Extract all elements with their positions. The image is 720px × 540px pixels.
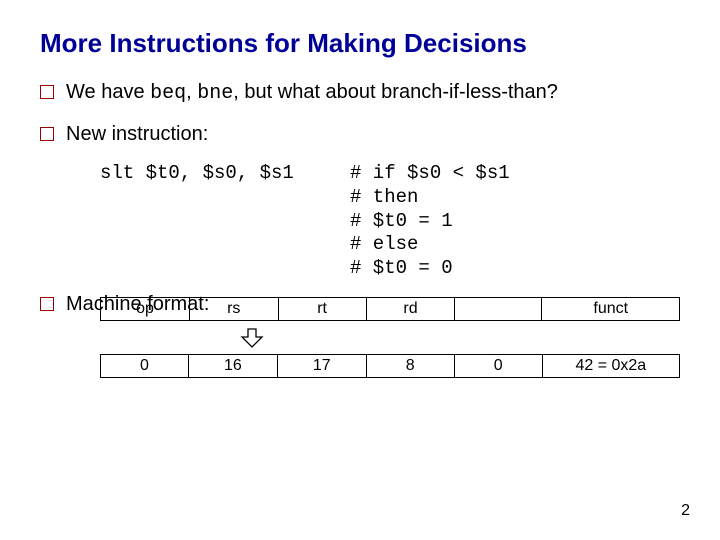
code-r4: # else xyxy=(350,233,510,257)
bullet-1-text: We have beq, bne, but what about branch-… xyxy=(66,79,558,107)
code-block: slt $t0, $s0, $s1 # if $s0 < $s1 # then … xyxy=(100,162,680,281)
val-rt: 17 xyxy=(277,354,366,377)
b1-mid: , xyxy=(186,81,197,103)
hdr-rt: rt xyxy=(278,297,366,320)
bullet-3-text: Machine format: xyxy=(66,291,209,318)
b1-code1: beq xyxy=(150,82,186,105)
slide: More Instructions for Making Decisions W… xyxy=(0,0,720,398)
code-r1: # if $s0 < $s1 xyxy=(350,162,510,186)
code-right: # if $s0 < $s1 # then # $t0 = 1 # else #… xyxy=(350,162,510,281)
square-bullet-icon xyxy=(40,85,54,99)
val-op: 0 xyxy=(101,354,189,377)
val-rs: 16 xyxy=(188,354,277,377)
format-values-table: 0 16 17 8 0 42 = 0x2a xyxy=(100,354,680,378)
square-bullet-icon xyxy=(40,297,54,311)
hdr-rd: rd xyxy=(366,297,455,320)
val-rd: 8 xyxy=(366,354,454,377)
bullet-2: New instruction: xyxy=(40,121,680,148)
code-r3: # $t0 = 1 xyxy=(350,210,510,234)
b1-post: , but what about branch-if-less-than? xyxy=(233,81,558,103)
code-r5: # $t0 = 0 xyxy=(350,257,510,281)
slide-title: More Instructions for Making Decisions xyxy=(40,28,680,59)
bullet-3: Machine format: xyxy=(40,291,209,318)
code-left: slt $t0, $s0, $s1 xyxy=(100,162,350,281)
table-row: 0 16 17 8 0 42 = 0x2a xyxy=(101,354,680,377)
bullet-2-text: New instruction: xyxy=(66,121,208,148)
val-shamt: 0 xyxy=(454,354,542,377)
b1-code2: bne xyxy=(197,82,233,105)
code-r2: # then xyxy=(350,186,510,210)
bullet-3-row: Machine format: op rs rt rd funct xyxy=(40,297,680,321)
b1-pre: We have xyxy=(66,81,150,103)
format-values-table-wrap: 0 16 17 8 0 42 = 0x2a xyxy=(100,354,680,378)
page-number: 2 xyxy=(681,502,690,520)
down-arrow-icon xyxy=(240,327,680,354)
hdr-funct: funct xyxy=(542,297,680,320)
square-bullet-icon xyxy=(40,127,54,141)
val-funct: 42 = 0x2a xyxy=(542,354,679,377)
hdr-shamt xyxy=(455,297,542,320)
bullet-1: We have beq, bne, but what about branch-… xyxy=(40,79,680,107)
